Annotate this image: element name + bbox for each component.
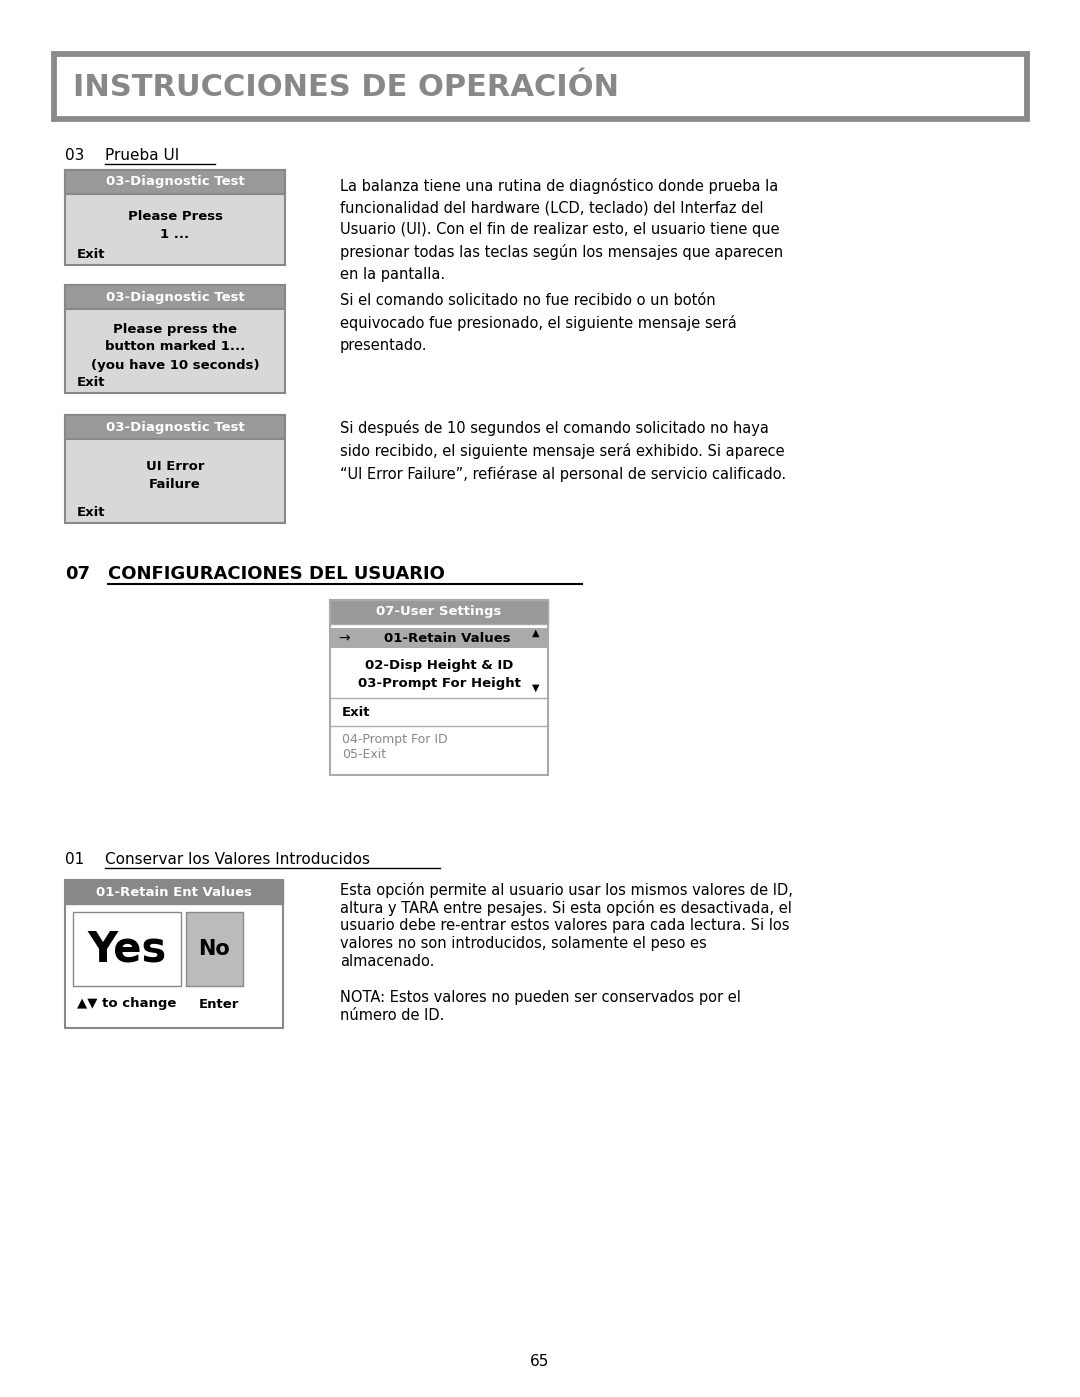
Text: ▲▼ to change: ▲▼ to change — [77, 997, 176, 1010]
Text: NOTA: Estos valores no pueden ser conservados por el: NOTA: Estos valores no pueden ser conser… — [340, 990, 741, 1004]
Bar — [186, 912, 243, 986]
Bar — [330, 599, 548, 775]
Text: usuario debe re-entrar estos valores para cada lectura. Si los: usuario debe re-entrar estos valores par… — [340, 918, 789, 933]
Text: 04-Prompt For ID: 04-Prompt For ID — [342, 733, 447, 746]
Text: 07-User Settings: 07-User Settings — [376, 605, 502, 619]
Text: Yes: Yes — [87, 928, 166, 970]
Text: 03-Prompt For Height: 03-Prompt For Height — [357, 678, 521, 690]
Text: 65: 65 — [530, 1355, 550, 1369]
Text: ▲: ▲ — [532, 629, 540, 638]
Bar — [65, 880, 283, 1028]
Text: Si después de 10 segundos el comando solicitado no haya
sido recibido, el siguie: Si después de 10 segundos el comando sol… — [340, 420, 786, 482]
Text: 03-Diagnostic Test: 03-Diagnostic Test — [106, 420, 244, 433]
Bar — [330, 599, 548, 624]
Text: button marked 1...: button marked 1... — [105, 341, 245, 353]
Text: Please press the: Please press the — [113, 323, 237, 335]
Text: Failure: Failure — [149, 479, 201, 492]
Text: Exit: Exit — [77, 507, 106, 520]
Bar — [65, 285, 285, 309]
Text: Si el comando solicitado no fue recibido o un botón
equivocado fue presionado, e: Si el comando solicitado no fue recibido… — [340, 293, 737, 353]
Text: Conservar los Valores Introducidos: Conservar los Valores Introducidos — [105, 852, 370, 868]
Text: (you have 10 seconds): (you have 10 seconds) — [91, 359, 259, 372]
Text: Exit: Exit — [77, 377, 106, 390]
Bar — [52, 52, 1028, 120]
Text: 02-Disp Height & ID: 02-Disp Height & ID — [365, 659, 513, 672]
Text: 01-Retain Values: 01-Retain Values — [383, 631, 511, 644]
Text: almacenado.: almacenado. — [340, 954, 434, 970]
Text: Exit: Exit — [77, 249, 106, 261]
Text: No: No — [199, 939, 230, 958]
Text: 01-Retain Ent Values: 01-Retain Ent Values — [96, 886, 252, 898]
Text: Prueba UI: Prueba UI — [105, 148, 179, 163]
Text: Enter: Enter — [199, 997, 240, 1010]
Text: CONFIGURACIONES DEL USUARIO: CONFIGURACIONES DEL USUARIO — [108, 564, 445, 583]
Text: 05-Exit: 05-Exit — [342, 747, 387, 760]
Text: altura y TARA entre pesajes. Si esta opción es desactivada, el: altura y TARA entre pesajes. Si esta opc… — [340, 900, 792, 916]
Text: Please Press: Please Press — [127, 210, 222, 222]
Text: La balanza tiene una rutina de diagnóstico donde prueba la
funcionalidad del har: La balanza tiene una rutina de diagnósti… — [340, 177, 783, 282]
Bar — [330, 629, 548, 648]
Bar — [55, 54, 1025, 117]
Bar — [65, 415, 285, 522]
Text: Esta opción permite al usuario usar los mismos valores de ID,: Esta opción permite al usuario usar los … — [340, 882, 793, 898]
Bar — [73, 912, 181, 986]
Text: valores no son introducidos, solamente el peso es: valores no son introducidos, solamente e… — [340, 936, 706, 951]
Bar — [65, 880, 283, 904]
Bar — [65, 285, 285, 393]
Text: 01: 01 — [65, 852, 84, 868]
Text: →: → — [338, 631, 350, 645]
Bar — [65, 170, 285, 194]
Bar — [65, 415, 285, 439]
Text: 03-Diagnostic Test: 03-Diagnostic Test — [106, 291, 244, 303]
Text: UI Error: UI Error — [146, 461, 204, 474]
Text: 03-Diagnostic Test: 03-Diagnostic Test — [106, 176, 244, 189]
Text: Exit: Exit — [342, 707, 370, 719]
Text: INSTRUCCIONES DE OPERACIÓN: INSTRUCCIONES DE OPERACIÓN — [73, 74, 619, 102]
Bar — [65, 170, 285, 265]
Text: ▼: ▼ — [532, 683, 540, 693]
Text: 07: 07 — [65, 564, 90, 583]
Text: 1 ...: 1 ... — [161, 228, 190, 240]
Text: 03: 03 — [65, 148, 84, 163]
Text: número de ID.: número de ID. — [340, 1009, 444, 1023]
